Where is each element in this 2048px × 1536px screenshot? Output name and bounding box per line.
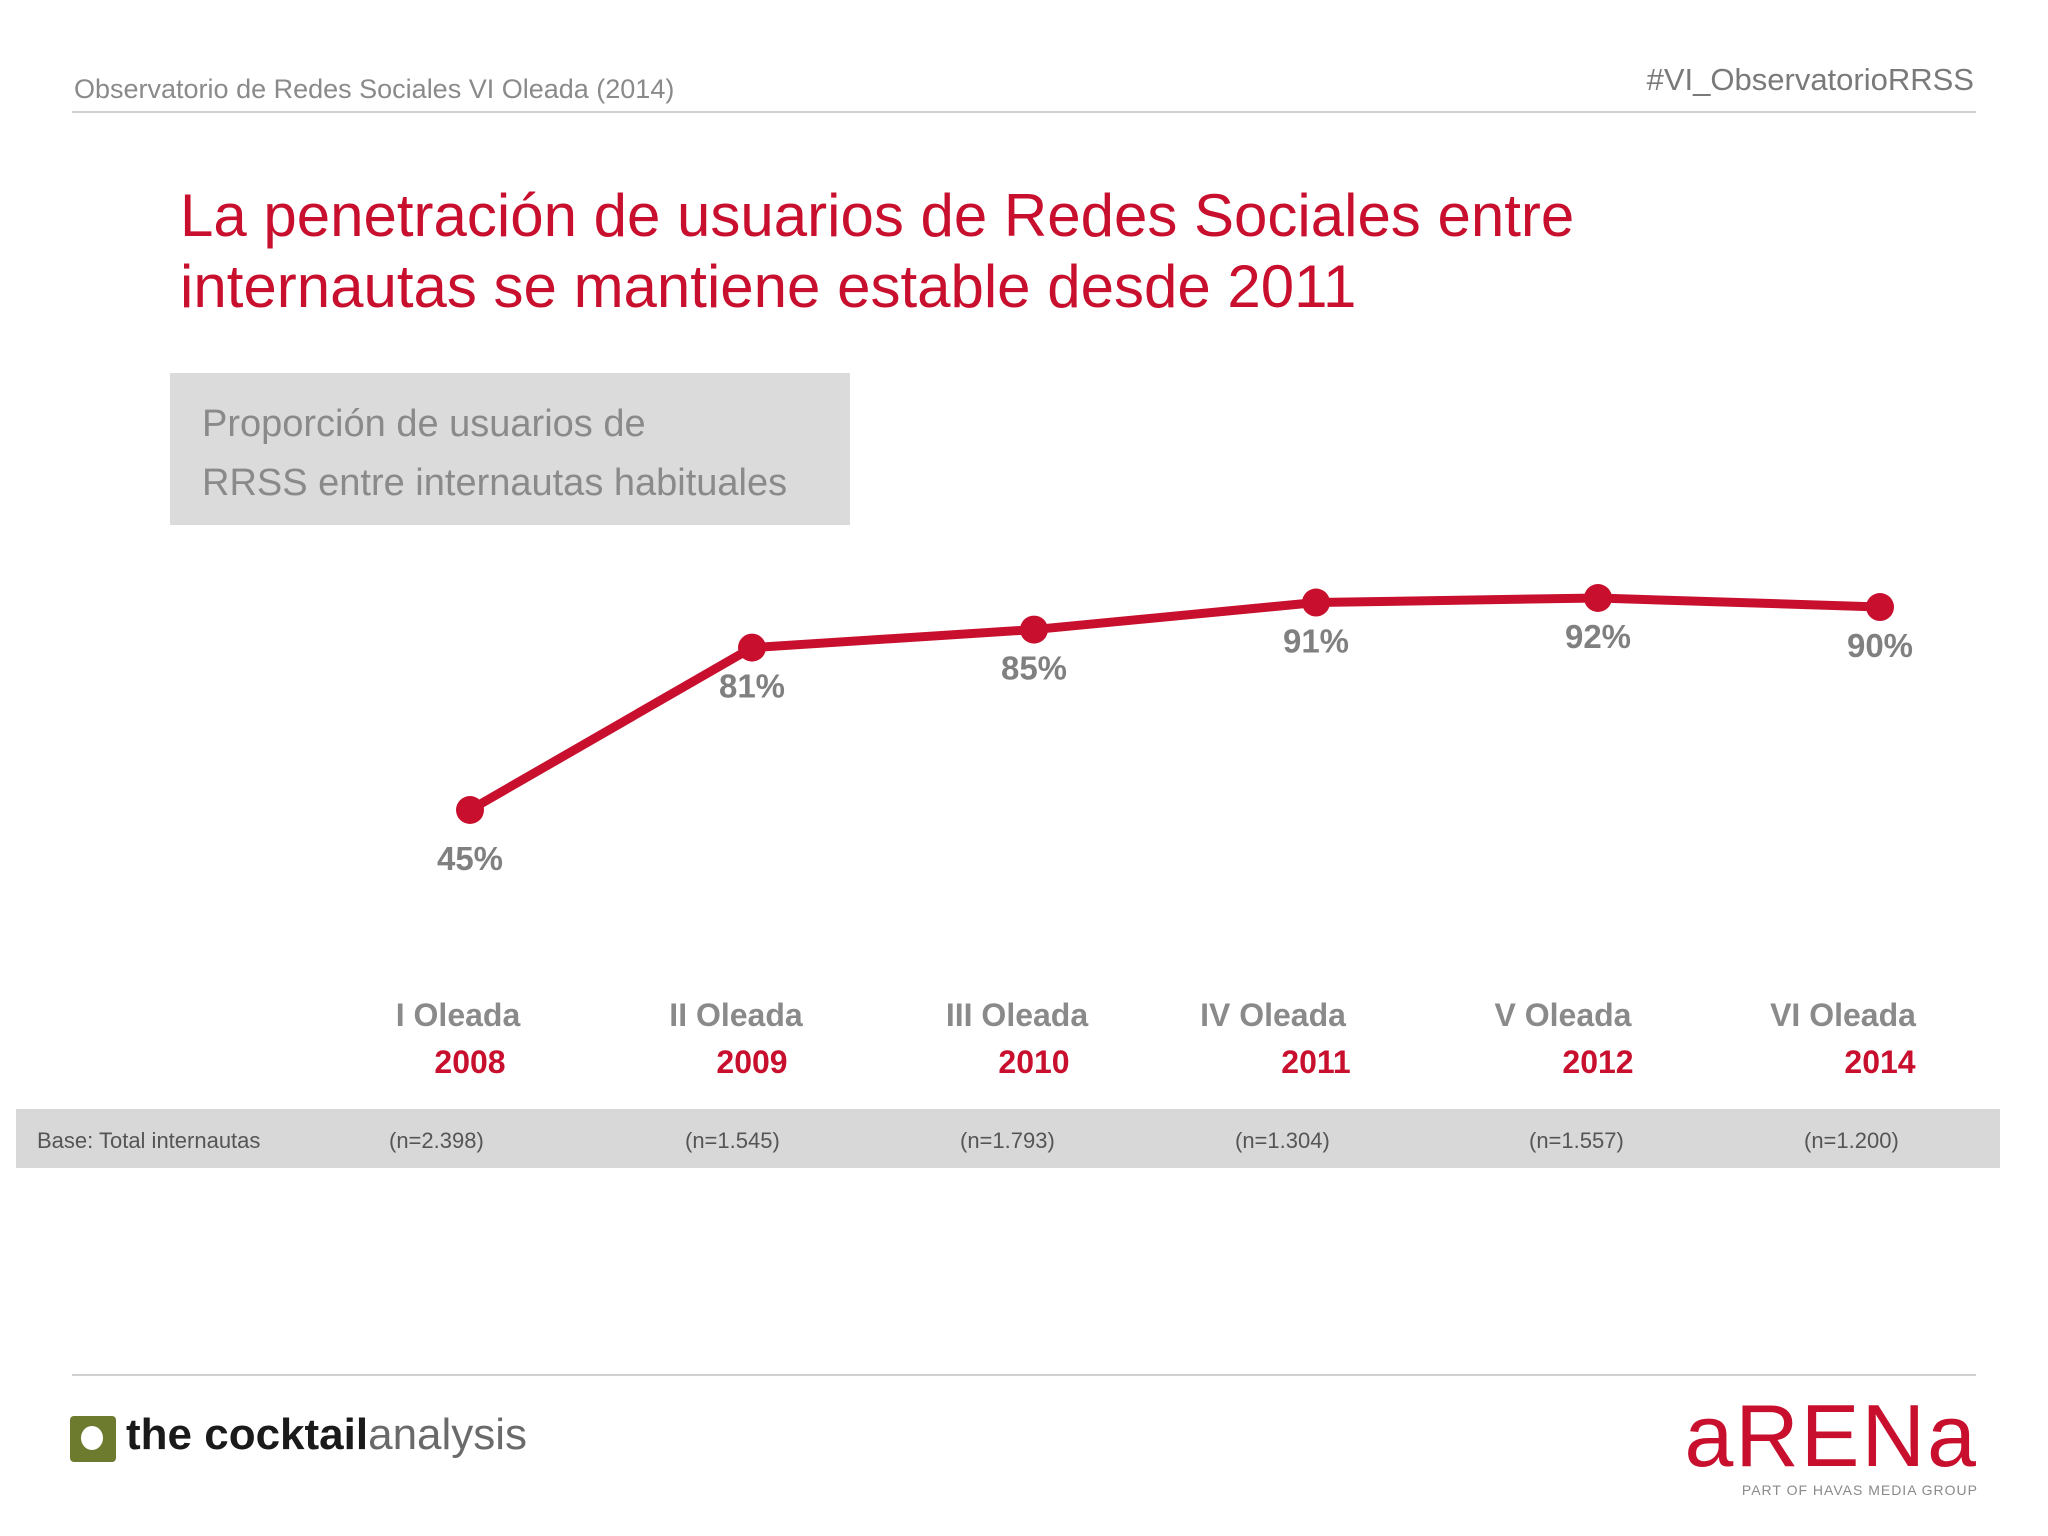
header-left-title: Observatorio de Redes Sociales VI Oleada… xyxy=(74,74,675,104)
category-year-1: 2008 xyxy=(434,1044,505,1080)
base-n-2: (n=1.545) xyxy=(685,1128,780,1153)
value-label-5: 92% xyxy=(1565,618,1631,655)
value-label-1: 45% xyxy=(437,840,503,877)
chart-subtitle-box: Proporción de usuarios de RRSS entre int… xyxy=(170,373,850,525)
category-label-4: IV Oleada xyxy=(1200,997,1346,1033)
data-point-4 xyxy=(1302,588,1330,617)
value-label-4: 91% xyxy=(1283,623,1349,660)
bottom-divider xyxy=(72,1374,1976,1376)
base-n-6: (n=1.200) xyxy=(1804,1128,1899,1153)
category-year-2: 2009 xyxy=(716,1044,787,1080)
arena-logo-word: aRENa xyxy=(1684,1386,1978,1485)
chart-subtitle-line-1: Proporción de usuarios de xyxy=(202,403,646,445)
chart-subtitle-line-2: RRSS entre internautas habituales xyxy=(202,462,788,504)
category-label-1: I Oleada xyxy=(396,997,521,1033)
top-divider xyxy=(72,111,1976,113)
header-hashtag: #VI_ObservatorioRRSS xyxy=(1646,62,1974,97)
chart-category-labels: I Oleada 2008 II Oleada 2009 III Oleada 2010 I… xyxy=(396,997,1916,1080)
data-point-5 xyxy=(1584,584,1612,612)
value-label-6: 90% xyxy=(1847,627,1913,664)
base-band xyxy=(16,1109,2000,1168)
base-n-1: (n=2.398) xyxy=(389,1128,484,1153)
category-label-2: II Oleada xyxy=(669,997,803,1033)
data-point-3 xyxy=(1020,615,1048,644)
base-n-5: (n=1.557) xyxy=(1529,1128,1624,1153)
series-line xyxy=(465,593,1885,815)
category-year-6: 2014 xyxy=(1844,1044,1915,1080)
base-n-3: (n=1.793) xyxy=(960,1128,1055,1153)
logo-left-light: analysis xyxy=(368,1410,528,1459)
chart-series-line-group xyxy=(465,593,1885,815)
line-chart: 45% 81% 85% 91% 92% 90% I Oleada 2008 II Oleada… xyxy=(396,584,1916,1080)
value-label-3: 85% xyxy=(1001,650,1067,687)
category-label-3: III Oleada xyxy=(946,997,1088,1033)
category-label-5: V Oleada xyxy=(1495,997,1632,1033)
arena-logo-tag: PART OF HAVAS MEDIA GROUP xyxy=(1741,1482,1978,1498)
slide-title: La penetración de usuarios de Redes Soci… xyxy=(180,182,1575,320)
chart-value-labels: 45% 81% 85% 91% 92% 90% xyxy=(437,618,1913,877)
value-label-2: 81% xyxy=(719,668,785,705)
category-year-3: 2010 xyxy=(998,1044,1069,1080)
data-point-6 xyxy=(1866,593,1894,622)
logo-left-strong: the cocktail xyxy=(126,1410,369,1459)
base-label: Base: Total internautas xyxy=(37,1128,261,1153)
arena-logo: aRENa PART OF HAVAS MEDIA GROUP xyxy=(1684,1386,1978,1499)
data-point-2 xyxy=(738,633,766,662)
cocktail-logo-icon xyxy=(70,1416,116,1462)
category-year-4: 2011 xyxy=(1281,1044,1350,1080)
data-point-1 xyxy=(456,796,484,824)
category-year-5: 2012 xyxy=(1562,1044,1633,1080)
base-n-4: (n=1.304) xyxy=(1235,1128,1330,1153)
category-label-6: VI Oleada xyxy=(1770,997,1916,1033)
chart-points-group xyxy=(456,584,1894,824)
